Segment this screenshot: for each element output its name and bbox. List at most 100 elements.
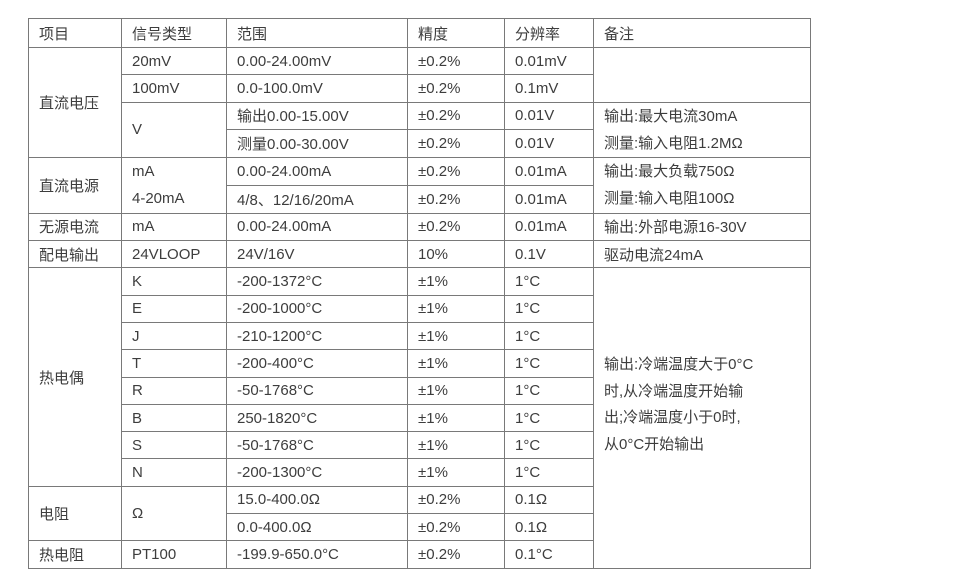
cell-item-loop-output: 配电输出 — [28, 240, 122, 269]
remark-dcc-line-1: 输出:最大负载750Ω — [604, 163, 735, 181]
cell-item-thermocouple: 热电偶 — [28, 267, 122, 487]
table-row: 无源电流 mA 0.00-24.00mA ±0.2% 0.01mA 输出:外部电… — [28, 212, 811, 242]
cell-signal-passive-ma: mA — [121, 212, 227, 242]
remark-tc-line-1: 输出:冷端温度大于0°C — [604, 356, 754, 373]
cell-accuracy-loop: 10% — [407, 240, 505, 269]
cell-signal-e: E — [121, 294, 227, 323]
remark-thermocouple-text: 输出:冷端温度大于0°C 时,从冷端温度开始输 出;冷端温度小于0时, 从0°C… — [604, 352, 808, 458]
signal-line-ma: mA — [132, 163, 155, 181]
spec-table: 项目 信号类型 范围 精度 分辨率 备注 直流电压 20mV 0.00-24.0… — [28, 18, 811, 569]
cell-accuracy-20mv: ±0.2% — [407, 46, 505, 76]
table-row: S -50-1768°C ±1% 1°C — [29, 431, 811, 460]
cell-signal-r: R — [121, 376, 227, 405]
cell-range-loop: 24V/16V — [226, 240, 408, 269]
cell-range-e: -200-1000°C — [226, 294, 408, 323]
cell-signal-100mv: 100mV — [121, 74, 227, 103]
cell-accuracy-dcc-1: ±0.2% — [407, 157, 505, 186]
cell-accuracy-res-2: ±0.2% — [407, 513, 505, 542]
cell-resolution-n: 1°C — [504, 458, 594, 487]
cell-item-passive-current: 无源电流 — [28, 212, 122, 242]
cell-range-s: -50-1768°C — [226, 431, 408, 460]
signal-line-420ma: 4-20mA — [132, 190, 185, 208]
remark-tc-line-3: 出;冷端温度小于0时, — [604, 409, 741, 426]
table-row: 直流电压 20mV 0.00-24.00mV ±0.2% 0.01mV — [28, 46, 811, 159]
remark-tc-line-4: 从0°C开始输出 — [604, 435, 705, 453]
remark-v-line-1: 输出:最大电流30mA — [604, 107, 738, 125]
cell-signal-20mv: 20mV — [121, 46, 227, 76]
remark-dcc-line-2: 测量:输入电阻100Ω — [604, 190, 735, 208]
cell-resolution-b: 1°C — [504, 403, 594, 433]
cell-resolution-res-2: 0.1Ω — [504, 513, 594, 542]
cell-item-dc-current: 直流电源 — [28, 157, 122, 214]
cell-signal-pt100: PT100 — [121, 540, 227, 569]
cell-signal-24vloop: 24VLOOP — [121, 240, 227, 269]
table-row: R -50-1768°C ±1% 1°C — [29, 376, 811, 405]
cell-item-dc-voltage: 直流电压 — [28, 46, 122, 159]
table-row: V 输出0.00-15.00V ±0.2% 0.01V 输出:最大电流30mA … — [29, 101, 811, 159]
cell-signal-k: K — [121, 267, 227, 296]
header-remark: 备注 — [593, 18, 811, 48]
cell-range-k: -200-1372°C — [226, 267, 408, 296]
cell-resolution-t: 1°C — [504, 349, 594, 378]
cell-range-v-meas: 测量0.00-30.00V — [226, 129, 408, 159]
cell-resolution-dcc-2: 0.01mA — [504, 184, 594, 214]
cell-range-res-1: 15.0-400.0Ω — [226, 485, 408, 515]
table-row: 热电偶 K -200-1372°C ±1% 1°C 输出:冷端温度大于0°C 时… — [28, 267, 811, 569]
table-row: B 250-1820°C ±1% 1°C — [29, 403, 811, 433]
cell-range-n: -200-1300°C — [226, 458, 408, 487]
cell-signal-b: B — [121, 403, 227, 433]
cell-range-res-2: 0.0-400.0Ω — [226, 513, 408, 542]
cell-range-t: -200-400°C — [226, 349, 408, 378]
cell-accuracy-r: ±1% — [407, 376, 505, 405]
table-row: 热电阻 PT100 -199.9-650.0°C ±0.2% 0.1°C — [28, 540, 811, 569]
cell-range-v-out: 输出0.00-15.00V — [226, 101, 408, 131]
cell-remark-v: 输出:最大电流30mA 测量:输入电阻1.2MΩ — [593, 101, 811, 159]
cell-resolution-e: 1°C — [504, 294, 594, 323]
cell-accuracy-k: ±1% — [407, 267, 505, 296]
cell-signal-t: T — [121, 349, 227, 378]
cell-range-20mv: 0.00-24.00mV — [226, 46, 408, 76]
cell-remark-passive: 输出:外部电源16-30V — [593, 212, 811, 242]
cell-accuracy-e: ±1% — [407, 294, 505, 323]
table-row: 测量0.00-30.00V ±0.2% 0.01V — [29, 129, 811, 159]
cell-signal-s: S — [121, 431, 227, 460]
header-resolution: 分辨率 — [504, 18, 594, 48]
cell-item-rtd: 热电阻 — [28, 540, 122, 569]
table-row: N -200-1300°C ±1% 1°C — [29, 458, 811, 487]
table-row: 0.0-400.0Ω ±0.2% 0.1Ω — [29, 513, 811, 542]
table-row: 配电输出 24VLOOP 24V/16V 10% 0.1V 驱动电流24mA — [28, 240, 811, 269]
cell-remark-thermocouple: 输出:冷端温度大于0°C 时,从冷端温度开始输 出;冷端温度小于0时, 从0°C… — [593, 267, 811, 569]
cell-accuracy-j: ±1% — [407, 321, 505, 351]
table-row: 直流电源 mA 4-20mA 0.00-24.00mA ±0.2% 0.01mA… — [28, 157, 811, 214]
cell-item-resistance: 电阻 — [28, 485, 122, 542]
cell-accuracy-100mv: ±0.2% — [407, 74, 505, 103]
cell-resolution-r: 1°C — [504, 376, 594, 405]
cell-range-b: 250-1820°C — [226, 403, 408, 433]
header-accuracy: 精度 — [407, 18, 505, 48]
cell-accuracy-res-1: ±0.2% — [407, 485, 505, 515]
remark-tc-line-2: 时,从冷端温度开始输 — [604, 382, 744, 400]
table-row: J -210-1200°C ±1% 1°C — [29, 321, 811, 351]
table-row: E -200-1000°C ±1% 1°C — [29, 294, 811, 323]
cell-remark-mv — [593, 47, 811, 103]
cell-accuracy-pt100: ±0.2% — [407, 540, 505, 569]
cell-resolution-res-1: 0.1Ω — [504, 485, 594, 515]
cell-accuracy-passive: ±0.2% — [407, 212, 505, 242]
cell-range-j: -210-1200°C — [226, 321, 408, 351]
cell-signal-ma-420ma: mA 4-20mA — [121, 157, 227, 214]
cell-signal-n: N — [121, 458, 227, 487]
header-signal-type: 信号类型 — [121, 18, 227, 48]
cell-resolution-dcc-1: 0.01mA — [504, 157, 594, 186]
cell-resolution-v-meas: 0.01V — [504, 129, 594, 159]
cell-resolution-v-out: 0.01V — [504, 101, 594, 131]
cell-accuracy-dcc-2: ±0.2% — [407, 184, 505, 214]
header-row: 项目 信号类型 范围 精度 分辨率 备注 — [28, 18, 811, 48]
cell-signal-ohm: Ω — [121, 485, 227, 542]
cell-range-dcc-2: 4/8、12/16/20mA — [226, 184, 408, 214]
cell-resolution-passive: 0.01mA — [504, 212, 594, 242]
remark-v-line-2: 测量:输入电阻1.2MΩ — [604, 134, 743, 152]
cell-accuracy-v-out: ±0.2% — [407, 101, 505, 131]
table-row: 100mV 0.0-100.0mV ±0.2% 0.1mV — [29, 74, 811, 103]
cell-signal-j: J — [121, 321, 227, 351]
cell-accuracy-v-meas: ±0.2% — [407, 129, 505, 159]
